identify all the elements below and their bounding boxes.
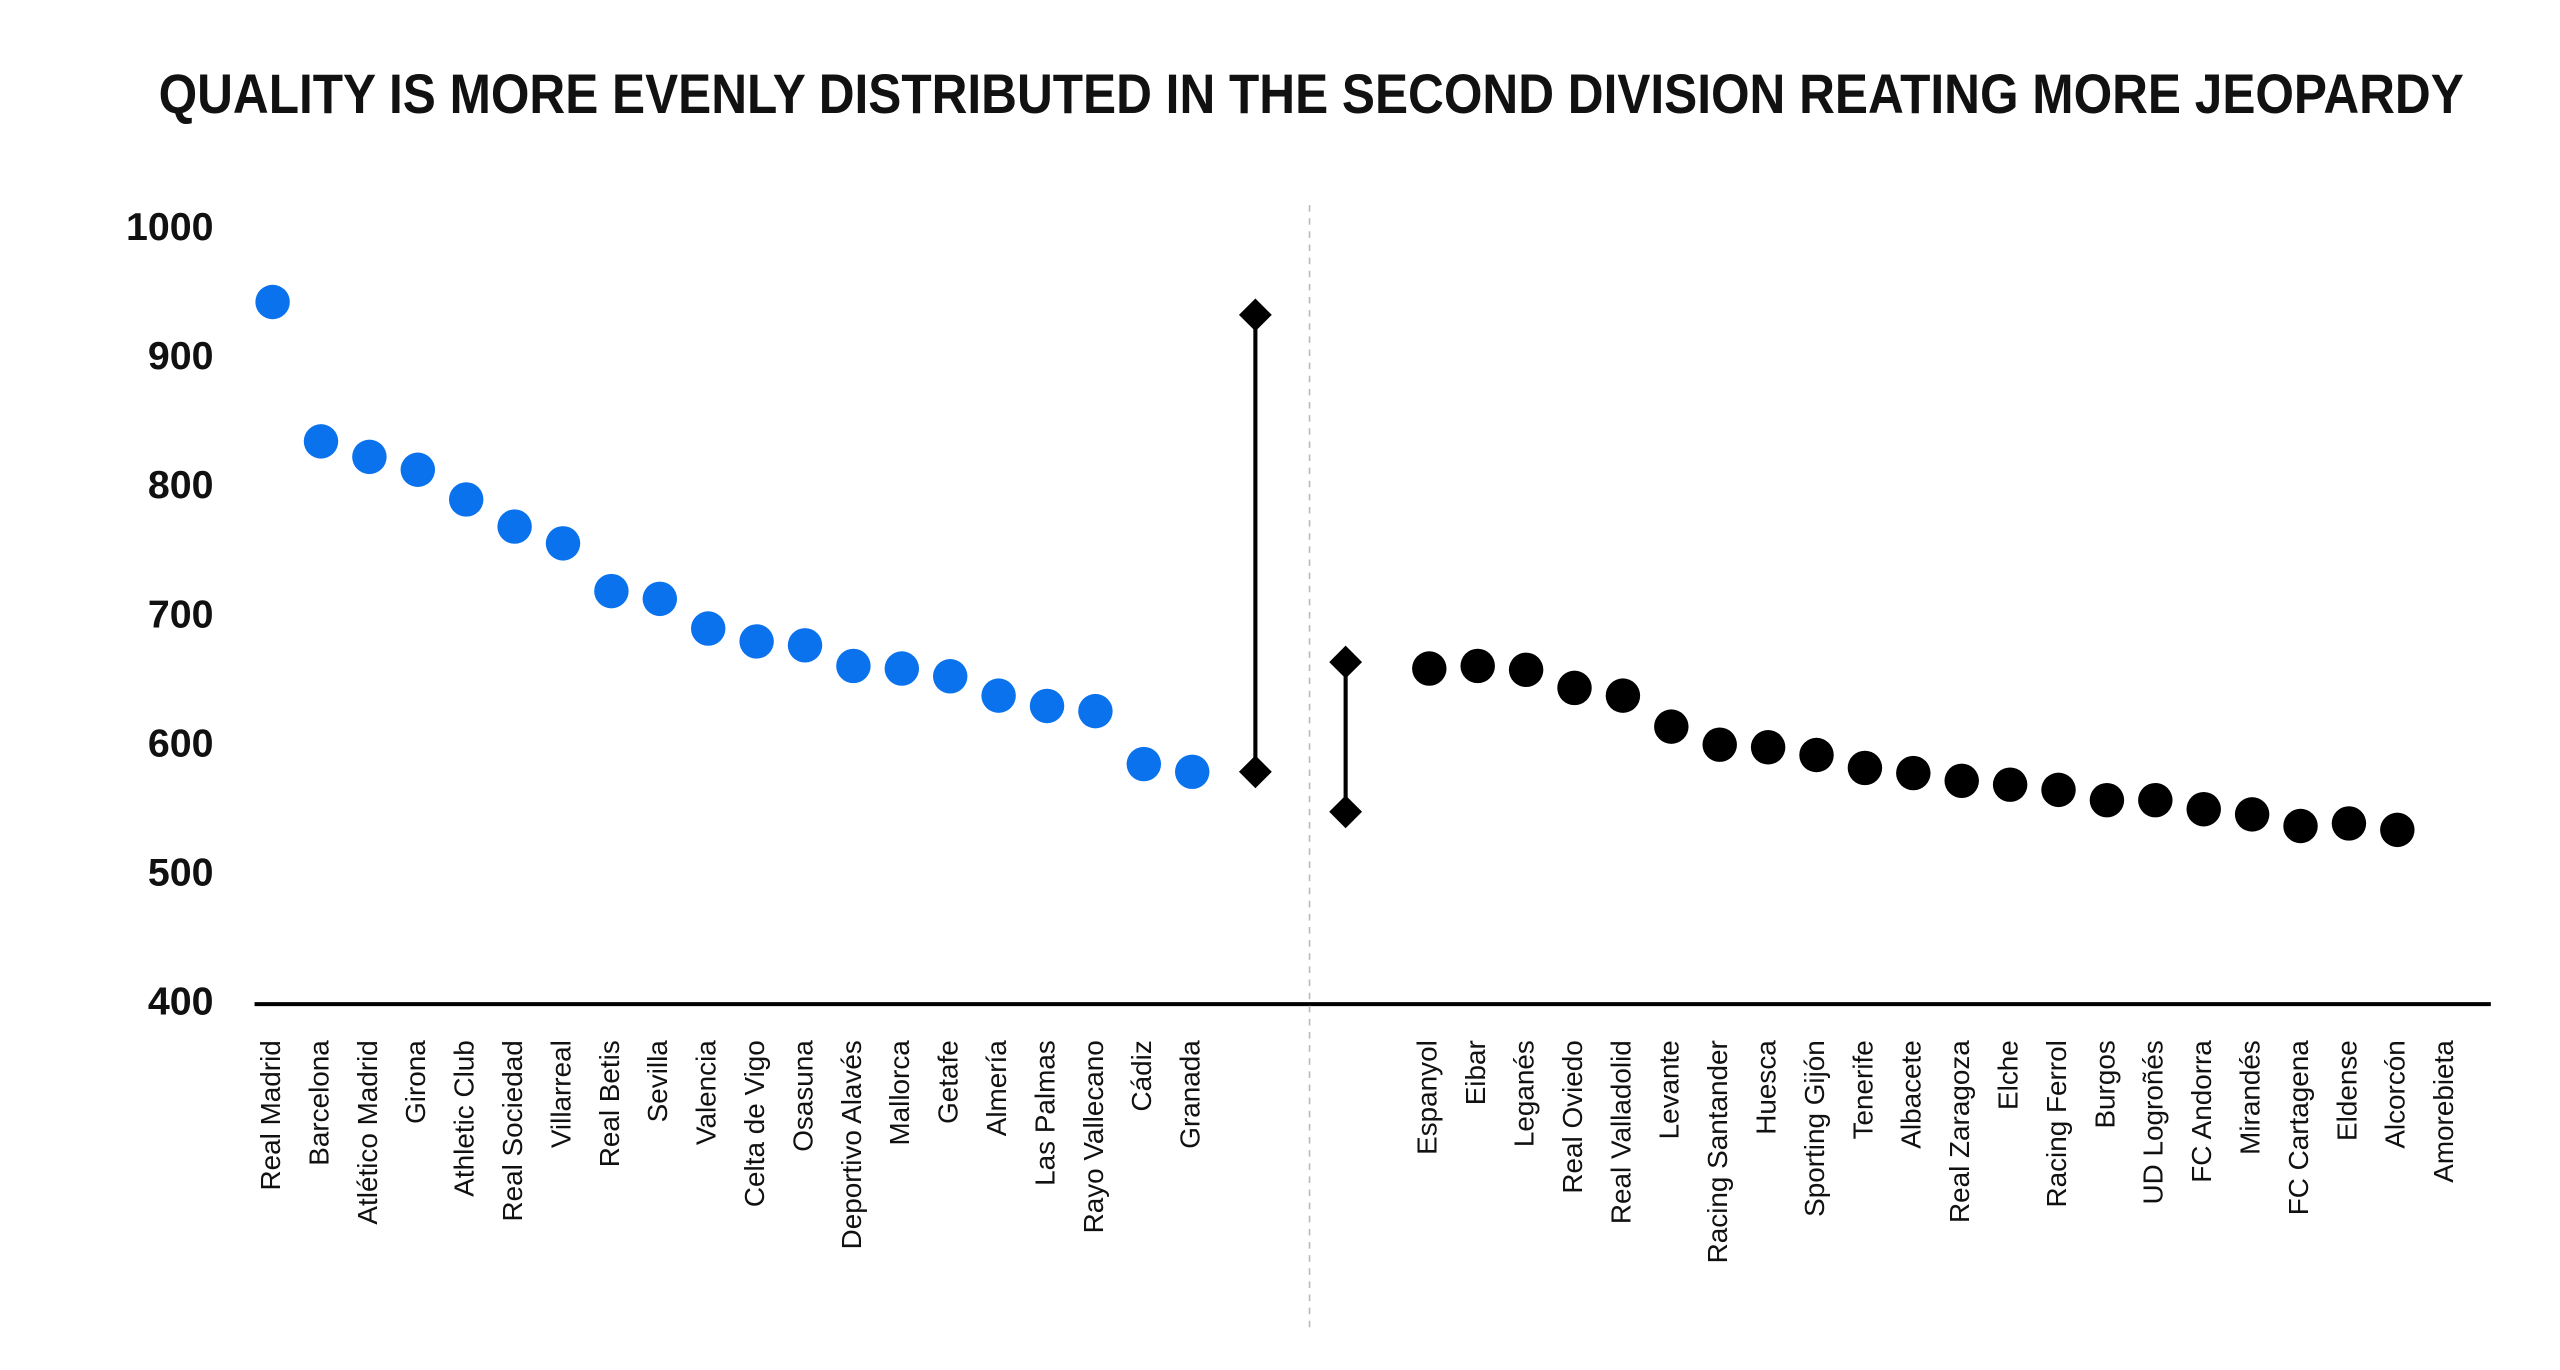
x-tick-label: Mallorca	[884, 1040, 915, 1146]
x-tick-label: Amorebieta	[2428, 1040, 2459, 1183]
dot	[884, 651, 920, 686]
x-tick-label: Racing Santander	[1702, 1040, 1733, 1263]
x-tick-label: Real Sociedad	[497, 1040, 528, 1221]
x-tick-label: Sevilla	[642, 1040, 673, 1123]
x-tick-label: Atlético Madrid	[352, 1040, 383, 1224]
range-end	[1238, 755, 1272, 789]
dot	[303, 424, 339, 459]
y-tick-label: 900	[148, 334, 214, 378]
dot	[932, 659, 968, 694]
x-tick-label: Alcorcón	[2380, 1040, 2411, 1148]
dot	[1126, 746, 1162, 782]
dot	[2089, 782, 2125, 818]
x-tick-label: Cádiz	[1126, 1040, 1157, 1111]
dot	[2331, 806, 2367, 841]
x-tick-label: Real Betis	[594, 1040, 625, 1167]
x-tick-label: Getafe	[933, 1040, 964, 1124]
dot	[448, 482, 484, 517]
x-tick-label: Athletic Club	[449, 1040, 480, 1196]
x-tick-label: Eldense	[2331, 1040, 2362, 1141]
x-tick-label: Almería	[981, 1040, 1012, 1137]
y-tick-label: 500	[148, 850, 214, 894]
x-tick-label: Burgos	[2089, 1040, 2120, 1128]
dot	[787, 628, 823, 663]
x-tick-label: Elche	[1992, 1040, 2023, 1110]
dot	[2041, 772, 2076, 808]
x-tick-label: Levante	[1654, 1040, 1685, 1139]
chart-title: QUALITY IS MORE EVENLY DISTRIBUTED IN TH…	[159, 63, 2464, 125]
x-tick-label: Girona	[400, 1040, 431, 1124]
dot	[1654, 709, 1689, 744]
dot	[1460, 648, 1495, 684]
x-tick-label: UD Logroñés	[2138, 1040, 2169, 1204]
dot	[739, 624, 774, 659]
y-tick-label: 700	[148, 592, 214, 636]
x-tick-label: Espanyol	[1412, 1040, 1443, 1155]
x-tick-label: Real Zaragoza	[1944, 1040, 1975, 1223]
dot	[255, 284, 290, 320]
dot	[2186, 791, 2221, 827]
dot	[1174, 754, 1210, 790]
x-tick-label: Eibar	[1460, 1040, 1491, 1105]
dot	[1557, 670, 1592, 706]
range-end	[1329, 645, 1363, 679]
y-tick-label: 800	[148, 463, 214, 507]
x-tick-label: Tenerife	[1847, 1040, 1878, 1139]
dot	[2234, 797, 2270, 832]
x-tick-label: Mirandés	[2235, 1040, 2266, 1155]
dot	[1029, 688, 1065, 724]
dot	[1750, 730, 1786, 765]
x-tick-label: Albacete	[1896, 1040, 1927, 1148]
dot	[2380, 812, 2415, 848]
x-tick-label: Sporting Gijón	[1799, 1040, 1830, 1217]
dot	[642, 581, 678, 617]
dot	[400, 452, 436, 487]
range-end	[1238, 298, 1272, 332]
x-tick-label: Villarreal	[545, 1040, 576, 1148]
dot	[1702, 727, 1737, 762]
dot	[836, 648, 871, 684]
dot	[1896, 755, 1931, 791]
x-tick-label: Huesca	[1750, 1040, 1781, 1135]
x-tick-label: Barcelona	[303, 1040, 334, 1166]
dot	[1078, 693, 1113, 729]
x-tick-label: Real Madrid	[255, 1040, 286, 1190]
dot	[1799, 737, 1834, 773]
x-tick-label: Racing Ferrol	[2041, 1040, 2072, 1207]
x-tick-label: Valencia	[691, 1040, 722, 1145]
range-end	[1329, 795, 1363, 829]
dot	[594, 573, 629, 609]
dot	[1412, 651, 1447, 686]
x-tick-label: FC Andorra	[2186, 1040, 2217, 1183]
x-tick-label: FC Cartagena	[2283, 1040, 2314, 1216]
x-tick-label: Real Oviedo	[1557, 1040, 1588, 1193]
y-tick-label: 1000	[126, 205, 214, 249]
x-tick-label: Real Valladolid	[1605, 1040, 1636, 1224]
y-tick-label: 600	[148, 721, 214, 765]
x-tick-label: Granada	[1175, 1040, 1206, 1149]
x-tick-label: Deportivo Alavés	[836, 1040, 867, 1249]
x-tick-label: Rayo Vallecano	[1078, 1040, 1109, 1233]
dot	[690, 611, 726, 646]
x-tick-label: Las Palmas	[1029, 1040, 1060, 1186]
dot	[352, 439, 387, 475]
y-tick-label: 400	[148, 980, 214, 1024]
dot	[2138, 782, 2173, 818]
x-tick-label: Leganés	[1508, 1040, 1539, 1147]
x-tick-label: Osasuna	[787, 1040, 818, 1152]
dot	[1508, 652, 1544, 688]
dot	[1944, 763, 1979, 799]
dot	[1605, 678, 1641, 713]
dot	[497, 509, 532, 544]
x-tick-label: Celta de Vigo	[739, 1040, 770, 1207]
dot	[1992, 767, 2028, 802]
dot	[2283, 808, 2318, 844]
dot	[1847, 750, 1883, 786]
dot	[981, 678, 1016, 713]
dot	[545, 526, 581, 561]
